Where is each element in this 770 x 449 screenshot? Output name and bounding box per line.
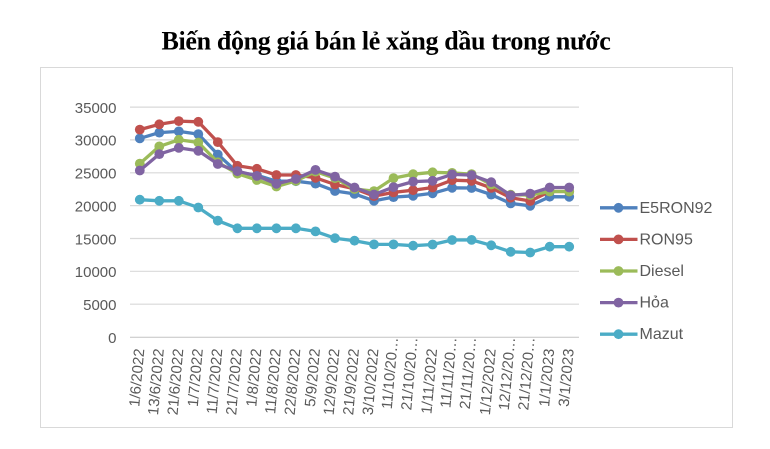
svg-text:12/12/20…: 12/12/20… xyxy=(496,336,519,411)
svg-text:13/6/2022: 13/6/2022 xyxy=(145,348,168,416)
svg-text:Hỏa: Hỏa xyxy=(640,295,669,312)
svg-text:1/11/2022: 1/11/2022 xyxy=(418,348,441,415)
svg-text:25000: 25000 xyxy=(75,166,117,183)
svg-text:E5RON92: E5RON92 xyxy=(640,200,713,217)
svg-text:RON95: RON95 xyxy=(640,231,693,248)
svg-text:30000: 30000 xyxy=(75,133,117,150)
svg-text:3/1/2023: 3/1/2023 xyxy=(556,348,578,408)
svg-text:35000: 35000 xyxy=(75,100,117,117)
svg-text:21/7/2022: 21/7/2022 xyxy=(223,348,246,416)
svg-text:Mazut: Mazut xyxy=(640,326,684,343)
svg-text:15000: 15000 xyxy=(75,231,117,248)
svg-text:1/12/2022: 1/12/2022 xyxy=(477,348,500,416)
svg-text:12/9/2022: 12/9/2022 xyxy=(321,348,344,416)
svg-text:22/8/2022: 22/8/2022 xyxy=(282,348,305,416)
svg-text:5000: 5000 xyxy=(83,297,116,314)
svg-text:11/11/20…: 11/11/20… xyxy=(437,336,460,408)
svg-text:0: 0 xyxy=(108,330,116,347)
svg-text:3/10/2022: 3/10/2022 xyxy=(360,348,383,416)
svg-text:21/11/20…: 21/11/20… xyxy=(457,336,480,409)
svg-text:1/7/2022: 1/7/2022 xyxy=(185,348,207,408)
svg-text:Biến động giá bán lẻ xăng dầu: Biến động giá bán lẻ xăng dầu trong nước xyxy=(162,27,611,56)
svg-text:11/8/2022: 11/8/2022 xyxy=(262,348,285,415)
svg-text:21/10/20…: 21/10/20… xyxy=(398,336,421,411)
svg-text:21/12/20…: 21/12/20… xyxy=(515,336,538,411)
svg-text:1/6/2022: 1/6/2022 xyxy=(126,348,148,408)
svg-text:11/10/20…: 11/10/20… xyxy=(379,336,402,409)
svg-text:21/9/2022: 21/9/2022 xyxy=(340,348,363,416)
svg-text:1/8/2022: 1/8/2022 xyxy=(243,348,265,408)
svg-text:Diesel: Diesel xyxy=(640,263,684,280)
svg-text:10000: 10000 xyxy=(75,264,117,281)
svg-text:20000: 20000 xyxy=(75,198,117,215)
svg-text:11/7/2022: 11/7/2022 xyxy=(204,348,227,415)
svg-text:1/1/2023: 1/1/2023 xyxy=(536,348,558,408)
svg-text:21/6/2022: 21/6/2022 xyxy=(165,348,188,416)
svg-text:5/9/2022: 5/9/2022 xyxy=(302,348,324,408)
